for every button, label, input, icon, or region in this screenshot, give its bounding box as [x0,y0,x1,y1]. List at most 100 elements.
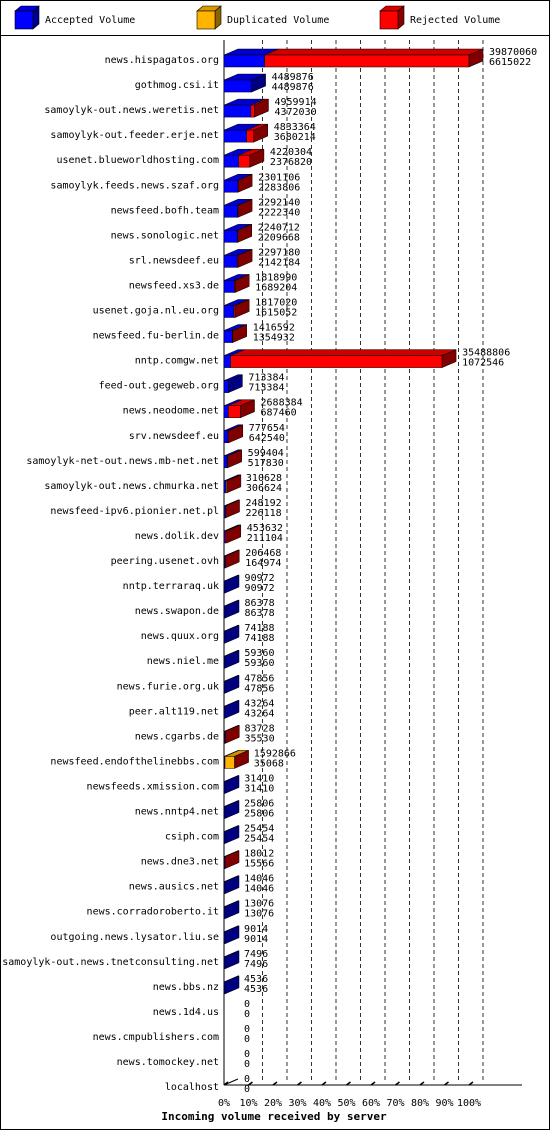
accepted-volume-label: 47856 [244,683,274,694]
rejected-bar-top [264,48,484,56]
accepted-bar-side [224,674,240,694]
accepted-volume-label: 31410 [244,783,274,794]
accepted-volume-label: 9014 [244,934,268,945]
server-label: srv.newsdeef.eu [129,431,219,442]
x-tick-label: 100% [457,1098,481,1109]
accepted-bar-side [224,775,240,794]
x-tick-label: 70% [386,1098,404,1109]
total-volume-label: 74188 [244,623,274,634]
total-volume-label: 1592866 [254,748,296,759]
accepted-bar [223,255,238,268]
total-volume-label: 86378 [245,598,275,609]
server-label: peering.usenet.ovh [111,556,219,567]
rejected-bar [238,154,251,168]
total-volume-label: 13076 [244,899,274,910]
accepted-bar [223,305,235,318]
rejected-bar-side [237,249,253,268]
x-tick-mark [346,1081,351,1086]
total-volume-label: 14046 [244,874,274,885]
legend-swatch [379,10,399,30]
accepted-bar-side [251,73,266,93]
server-label: news.quux.org [141,631,219,642]
accepted-bar [223,79,252,93]
server-label: gothmog.csi.it [135,80,219,91]
rejected-bar-side [234,274,250,293]
server-label: news.niel.me [147,656,219,667]
x-tick-label: 30% [288,1098,306,1109]
total-volume-label: 4536 [244,974,268,985]
rejected-bar-side [232,324,247,343]
x-tick-mark [395,1081,400,1086]
rejected-bar-side [234,750,249,769]
server-label: news.dne3.net [141,857,219,868]
server-label: peer.alt119.net [129,706,219,717]
server-label: newsfeed.bofh.team [111,205,219,216]
accepted-bar [223,154,239,168]
accepted-volume-label: 25454 [244,834,274,845]
server-label: nntp.terraraq.uk [123,581,219,592]
accepted-volume-label: 687460 [261,408,297,419]
accepted-bar-side [224,599,240,619]
rejected-bar-side [225,549,240,569]
accepted-bar [223,54,265,68]
total-volume-label: 248192 [246,498,282,509]
accepted-volume-label: 43264 [244,708,274,719]
accepted-volume-label: 517830 [248,458,284,469]
server-label: samoylyk.feeds.news.szaf.org [50,180,219,191]
legend-swatch [196,10,216,30]
accepted-bar-side [224,900,240,920]
accepted-bar-side [224,699,240,719]
accepted-bar [223,330,233,343]
total-volume-label: 2297180 [258,247,300,258]
total-volume-label: 2688384 [261,398,303,409]
rejected-bar-side [468,48,484,68]
accepted-volume-label: 713384 [248,383,284,394]
total-volume-label: 35488806 [462,348,510,359]
accepted-volume-label: 90972 [245,583,275,594]
total-volume-label: 713384 [248,373,284,384]
accepted-volume-label: 0 [244,1084,250,1095]
server-label: newsfeeds.xmission.com [87,781,219,792]
total-volume-label: 4220304 [270,147,312,158]
x-tick-label: 10% [239,1098,257,1109]
total-volume-label: 7496 [244,949,268,960]
legend-label: Duplicated Volume [227,15,329,26]
accepted-bar-side [224,649,240,669]
server-label: srl.newsdeef.eu [129,255,219,266]
total-volume-label: 0 [244,1024,250,1035]
legend-label: Rejected Volume [410,15,500,26]
total-volume-label: 59360 [244,648,274,659]
total-volume-label: 310628 [246,473,282,484]
total-volume-label: 83728 [245,723,275,734]
legend-label: Accepted Volume [45,15,135,26]
x-tick-label: 90% [435,1098,453,1109]
accepted-volume-label: 1689204 [255,282,297,293]
legend-swatch [14,10,34,30]
accepted-volume-label: 0 [244,1059,250,1070]
accepted-volume-label: 13076 [244,909,274,920]
accepted-bar-side [224,825,240,844]
rejected-bar-side [237,173,253,193]
total-volume-label: 0 [244,1074,250,1085]
x-tick-label: 50% [337,1098,355,1109]
rejected-bar-side [240,399,255,419]
server-label: news.dolik.dev [135,531,219,542]
total-volume-label: 25806 [244,799,274,810]
accepted-volume-label: 4372030 [274,107,316,118]
accepted-bar-side [228,374,243,394]
total-volume-label: 4959914 [274,97,316,108]
server-label: news.bbs.nz [153,982,219,993]
accepted-volume-label: 35068 [254,758,284,769]
server-label: news.neodome.net [123,406,219,417]
rejected-bar-side [237,198,253,218]
accepted-volume-label: 74188 [244,633,274,644]
accepted-bar [223,280,235,293]
accepted-bar [223,180,239,193]
accepted-volume-label: 1354932 [253,333,295,344]
x-axis-title: Incoming volume received by server [161,1110,387,1123]
accepted-volume-label: 642540 [249,433,285,444]
legend: Accepted Volume Duplicated Volume Rejected… [14,5,500,30]
total-volume-label: 43264 [244,698,274,709]
accepted-bar [223,480,227,494]
